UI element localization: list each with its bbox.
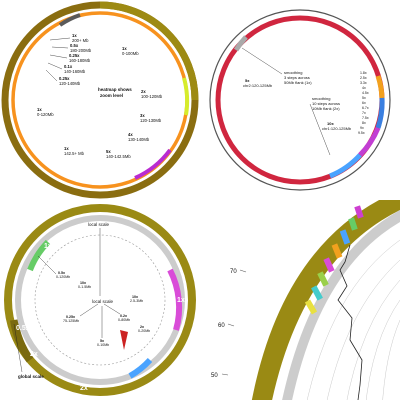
ring-label-2: 0.5x: [16, 325, 30, 332]
inner-range-0: 0-120Mb: [56, 275, 70, 279]
smoothing-labels: smoothing 3 steps across 50Mb flank (1x)…: [243, 70, 352, 131]
smoothing-1-line3: 50Mb flank (1x): [284, 80, 312, 85]
inner-range-3: 75-125Mb: [63, 319, 79, 323]
scale-range-1: 180-200Mb: [70, 48, 92, 53]
side-label-6: 6x: [362, 101, 366, 105]
top-local-scale: local scale: [88, 222, 110, 227]
smoothing-2-line1: smoothing: [312, 96, 330, 101]
side-labels: 1.8x 2.5x 3.3x 4x 4.5x 5x 6x 6.7x 7x 7.5…: [358, 71, 369, 135]
panel-zoom-heatmap: heatmap shows zoom level 1x 200+ Mb 0.5x…: [0, 0, 200, 200]
scale-zoom-4: 0.25x: [59, 76, 70, 81]
inner-zoom-0: 0.5x: [58, 271, 65, 275]
smoothing-2-line3: 10Mb flank (2x): [312, 106, 340, 111]
inner-zoom-3: 0.25x: [66, 315, 75, 319]
zoom-1-range: chr2:120-125Mb: [243, 83, 273, 88]
center-local-scale: local scale: [92, 299, 114, 304]
inner-zoom-6: 2x: [140, 325, 144, 329]
zoom-2-range: chr1:120-125Mb: [322, 126, 352, 131]
scale-range-2: 160-180Mb: [69, 58, 91, 63]
scale-zoom-3: 0.1x: [64, 64, 73, 69]
ring-label-0: 1x: [44, 243, 52, 250]
smoothing-1-line2: 3 steps across: [284, 75, 310, 80]
panel-local-global-scale: local scale local scale global scale 1x …: [0, 200, 200, 400]
scale-zoom-5: 1x: [37, 107, 42, 112]
side-label-1: 2.5x: [360, 76, 367, 80]
inner-zoom-2: 10x: [132, 295, 138, 299]
ring-labels: 1x 1x 0.5x 2x 2x: [16, 243, 185, 392]
scale-range-7: 100-120Mb: [141, 94, 163, 99]
axis-ticks: 70 60 50: [211, 269, 237, 379]
heatmap-note-line2: zoom level: [100, 93, 123, 98]
inner-zoom-4: 0.2x: [120, 314, 127, 318]
inner-range-6: 0-20Mb: [138, 329, 150, 333]
heatmap-note-line1: heatmap shows: [98, 87, 132, 92]
scale-zoom-9: 4x: [128, 132, 133, 137]
scale-zoom-2: 0.25x: [69, 53, 80, 58]
side-label-2: 3.3x: [360, 81, 367, 85]
scale-zoom-6: 1x: [122, 46, 127, 51]
scale-zoom-7: 2x: [141, 89, 146, 94]
scale-zoom-8: 3x: [140, 113, 145, 118]
zoom-2: 10x: [327, 121, 334, 126]
panel-zoom-detail: 70 60 50: [200, 200, 400, 400]
inner-labels: 0.5x 0-120Mb 10x 0-1.5Mb 10x 2.5-3Mb 0.2…: [56, 271, 150, 347]
scale-zoom-0: 1x: [72, 33, 77, 38]
scale-zoom-11: 1x: [64, 146, 69, 151]
inner-zoom-5: 5x: [100, 339, 104, 343]
side-label-10: 8x: [362, 121, 366, 125]
scale-range-4: 120-140Mb: [59, 81, 81, 86]
ring-label-3: 2x: [30, 351, 38, 358]
inner-range-5: 0-10Mb: [97, 343, 109, 347]
global-scale-label: global scale: [18, 374, 44, 379]
ring-label-4: 2x: [80, 385, 88, 392]
side-label-12: 9.5x: [358, 131, 365, 135]
ring-label-1: 1x: [177, 297, 185, 304]
inner-range-4: 0-80Mb: [118, 318, 130, 322]
scale-range-8: 120-130Mb: [140, 118, 162, 123]
side-label-0: 1.8x: [360, 71, 367, 75]
scale-labels: 1x 200+ Mb 0.5x 180-200Mb 0.25x 160-180M…: [37, 33, 163, 159]
scale-range-11: 142.5+ Mb: [64, 151, 85, 156]
scale-zoom-1: 0.5x: [70, 43, 79, 48]
inner-zoom-1: 10x: [80, 281, 86, 285]
inner-range-2: 2.5-3Mb: [130, 299, 143, 303]
panel-smoothing: smoothing 3 steps across 50Mb flank (1x)…: [200, 0, 400, 200]
side-label-3: 4x: [362, 86, 366, 90]
scale-range-3: 140-160Mb: [64, 69, 86, 74]
scale-range-9: 130-140Mb: [128, 137, 150, 142]
zoom-1: 5x: [245, 78, 250, 83]
scale-range-6: 0-100Mb: [122, 51, 139, 56]
side-label-4: 4.5x: [362, 91, 369, 95]
axis-tick-0: 70: [230, 269, 237, 275]
smoothing-2-line2: 10 steps across: [312, 101, 340, 106]
axis-tick-2: 50: [211, 373, 218, 379]
smoothing-1-line1: smoothing: [284, 70, 302, 75]
scale-zoom-10: 5x: [106, 149, 111, 154]
side-label-8: 7x: [362, 111, 366, 115]
scale-range-10: 140-142.5Mb: [106, 154, 131, 159]
side-label-5: 5x: [362, 96, 366, 100]
side-label-11: 9x: [360, 126, 364, 130]
side-label-9: 7.5x: [362, 116, 369, 120]
scale-range-5: 0-120Mb: [37, 112, 54, 117]
side-label-7: 6.7x: [362, 106, 369, 110]
scale-range-0: 200+ Mb: [72, 38, 89, 43]
axis-tick-1: 60: [218, 323, 225, 329]
inner-range-1: 0-1.5Mb: [78, 285, 91, 289]
